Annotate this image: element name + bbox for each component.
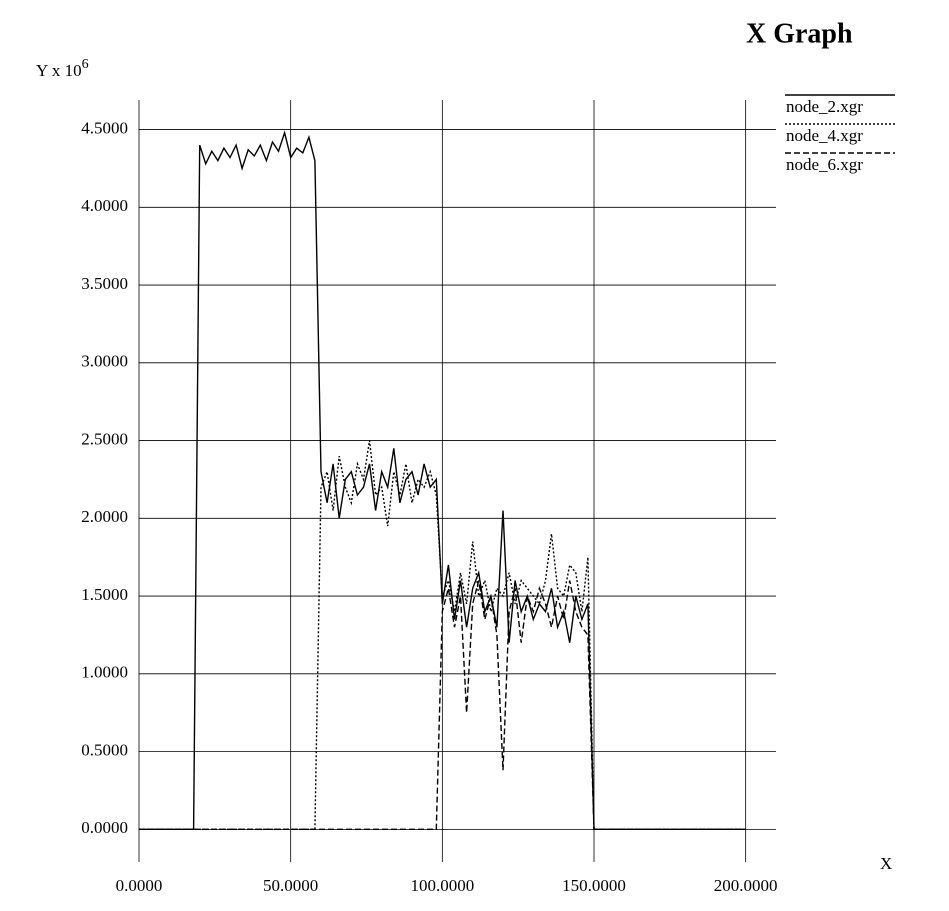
y-label-base: Y x 10 xyxy=(36,61,82,80)
y-axis-label: Y x 106 xyxy=(36,57,89,80)
y-tick-label: 0.5000 xyxy=(81,740,128,759)
x-tick-label: 0.0000 xyxy=(116,876,163,895)
x-tick-label: 100.0000 xyxy=(410,876,474,895)
y-tick-label: 4.5000 xyxy=(81,118,128,137)
y-tick-label: 2.5000 xyxy=(81,429,128,448)
chart-title: X Graph xyxy=(746,18,853,49)
legend-label: node_4.xgr xyxy=(786,126,863,145)
legend-label: node_6.xgr xyxy=(786,155,863,174)
series-line xyxy=(139,580,746,830)
y-tick-label: 3.0000 xyxy=(81,352,128,371)
y-tick-label: 1.5000 xyxy=(81,585,128,604)
y-tick-label: 1.0000 xyxy=(81,663,128,682)
y-tick-label: 2.0000 xyxy=(81,507,128,526)
y-tick-label: 4.0000 xyxy=(81,196,128,215)
legend-label: node_2.xgr xyxy=(786,97,863,116)
y-label-exponent: 6 xyxy=(82,57,89,72)
x-tick-label: 200.0000 xyxy=(714,876,778,895)
y-tick-label: 3.5000 xyxy=(81,274,128,293)
x-tick-label: 150.0000 xyxy=(562,876,626,895)
x-tick-label: 50.0000 xyxy=(263,876,318,895)
x-axis-label: X xyxy=(880,854,892,873)
y-tick-label: 0.0000 xyxy=(81,818,128,837)
